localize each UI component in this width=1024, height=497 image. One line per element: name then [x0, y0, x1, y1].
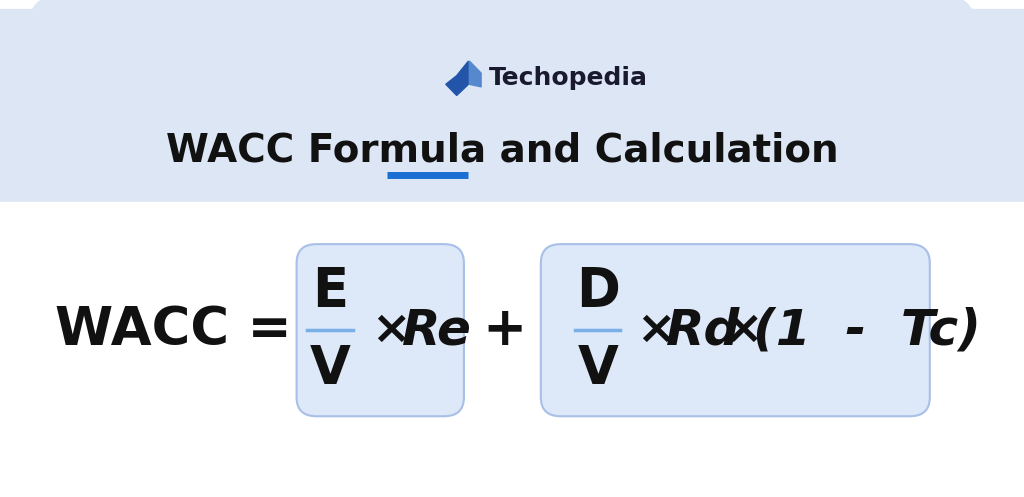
- Text: WACC Formula and Calculation: WACC Formula and Calculation: [166, 132, 839, 169]
- Bar: [0, 202, 1024, 497]
- Text: E: E: [312, 265, 348, 318]
- Text: Techopedia: Techopedia: [489, 66, 648, 90]
- Text: WACC =: WACC =: [55, 304, 292, 356]
- Bar: [0, 9, 1024, 202]
- Text: ×: ×: [723, 308, 762, 353]
- Text: (1  -  Tc): (1 - Tc): [754, 306, 981, 354]
- Text: +: +: [482, 304, 526, 356]
- Text: Rd: Rd: [666, 306, 740, 354]
- FancyBboxPatch shape: [541, 244, 930, 416]
- Text: ×: ×: [371, 308, 411, 353]
- Text: V: V: [578, 343, 618, 395]
- FancyBboxPatch shape: [297, 244, 464, 416]
- Polygon shape: [445, 61, 468, 95]
- Text: ×: ×: [636, 308, 676, 353]
- Text: D: D: [575, 265, 620, 318]
- Text: Re: Re: [402, 306, 472, 354]
- FancyBboxPatch shape: [30, 0, 974, 202]
- Polygon shape: [469, 61, 481, 87]
- Text: V: V: [309, 343, 350, 395]
